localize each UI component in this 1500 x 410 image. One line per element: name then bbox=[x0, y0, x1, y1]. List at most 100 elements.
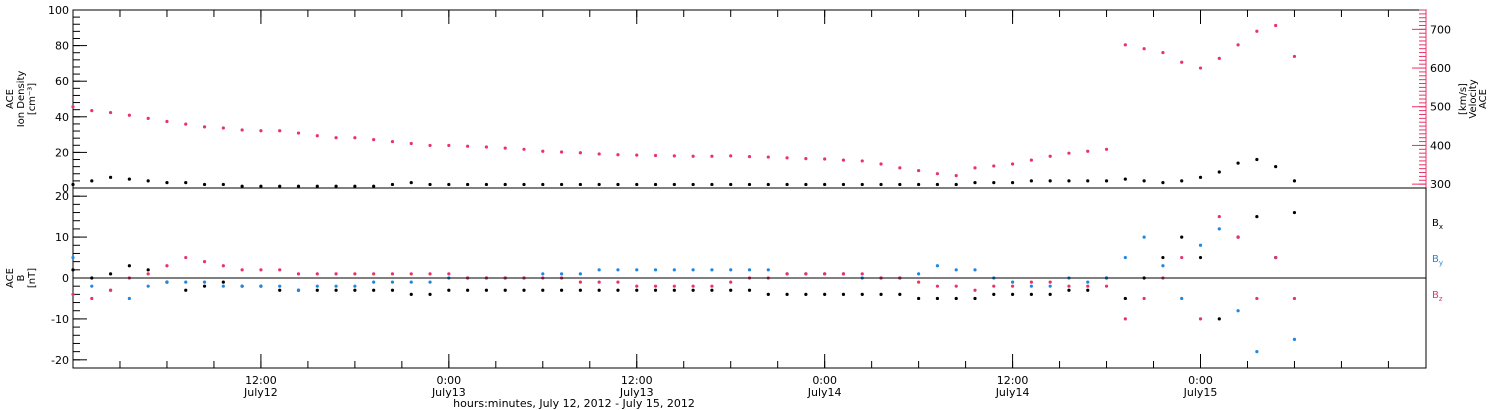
by-point bbox=[353, 284, 357, 288]
density-point bbox=[954, 182, 958, 187]
velocity-point bbox=[559, 150, 564, 154]
density-point bbox=[202, 182, 207, 187]
bz-point bbox=[710, 284, 714, 288]
by-point bbox=[127, 296, 131, 301]
density-point bbox=[334, 184, 338, 188]
bz-point bbox=[823, 272, 827, 276]
density-point bbox=[541, 182, 545, 187]
density-point bbox=[1123, 177, 1127, 181]
bz-point bbox=[917, 280, 921, 284]
by-point bbox=[428, 280, 432, 284]
velocity-point bbox=[1048, 154, 1052, 158]
by-point bbox=[221, 284, 225, 288]
density-point bbox=[1104, 179, 1109, 183]
by-point bbox=[240, 284, 244, 288]
bz-point bbox=[785, 272, 789, 276]
bz-point bbox=[860, 272, 864, 276]
field-axis-title-line1: ACE bbox=[5, 268, 16, 288]
by-point bbox=[1142, 235, 1146, 239]
velocity-point bbox=[1029, 158, 1033, 162]
bz-point bbox=[1142, 296, 1146, 301]
bz-point bbox=[1180, 255, 1184, 260]
velocity-point bbox=[165, 119, 169, 124]
bz-point bbox=[1086, 284, 1090, 288]
bz-point bbox=[409, 272, 413, 276]
density-point bbox=[1048, 179, 1052, 183]
velocity-point bbox=[334, 136, 338, 140]
by-point bbox=[766, 268, 770, 272]
density-point bbox=[428, 182, 432, 187]
bottom-panel-points bbox=[71, 210, 1297, 354]
bz-point bbox=[390, 272, 395, 276]
bz-point bbox=[90, 296, 94, 301]
velocity-point bbox=[1142, 47, 1146, 51]
bx-point bbox=[635, 288, 639, 292]
density-point bbox=[1217, 170, 1221, 174]
velocity-point bbox=[1236, 43, 1240, 47]
velocity-point bbox=[879, 162, 883, 166]
density-point bbox=[898, 182, 902, 187]
by-point bbox=[1161, 264, 1165, 268]
by-point bbox=[184, 280, 188, 284]
by-point bbox=[635, 268, 639, 272]
bx-point bbox=[541, 288, 545, 292]
by-point bbox=[597, 268, 601, 272]
density-point bbox=[466, 182, 470, 187]
bz-point bbox=[428, 272, 432, 276]
bx-point bbox=[1198, 255, 1203, 260]
velocity-point bbox=[90, 109, 94, 113]
field-tick-label: -20 bbox=[51, 354, 69, 367]
density-axis-title-line3: [cm⁻³] bbox=[27, 83, 38, 115]
velocity-point bbox=[1086, 149, 1090, 153]
time-axis-title: hours:minutes, July 12, 2012 - July 15, … bbox=[453, 397, 695, 410]
velocity-point bbox=[992, 164, 996, 168]
bz-point bbox=[296, 272, 301, 276]
density-tick-label: 20 bbox=[55, 146, 69, 159]
bz-point bbox=[616, 280, 620, 284]
bz-point bbox=[71, 292, 75, 296]
density-point bbox=[1029, 179, 1033, 183]
legend-label-main: B bbox=[1432, 218, 1439, 229]
density-point bbox=[1161, 181, 1165, 185]
velocity-point bbox=[1010, 162, 1015, 166]
bz-point bbox=[841, 272, 846, 276]
density-point bbox=[879, 182, 883, 187]
bz-point bbox=[804, 272, 808, 276]
bx-point bbox=[522, 288, 526, 292]
density-point bbox=[447, 182, 451, 187]
bx-point bbox=[1123, 296, 1127, 301]
bx-point bbox=[597, 288, 601, 292]
bx-point bbox=[409, 292, 413, 296]
legend-bx: Bx bbox=[1432, 218, 1443, 231]
velocity-point bbox=[522, 147, 526, 151]
bz-point bbox=[165, 264, 169, 268]
time-tick-label: 0:00 bbox=[812, 374, 837, 387]
bx-point bbox=[202, 284, 207, 288]
velocity-point bbox=[315, 134, 319, 138]
by-point bbox=[296, 288, 301, 292]
legend-bz: Bz bbox=[1432, 290, 1443, 303]
bx-point bbox=[1217, 317, 1221, 321]
density-point bbox=[522, 182, 526, 187]
by-point bbox=[1048, 284, 1052, 288]
bz-point bbox=[653, 284, 658, 288]
density-point bbox=[860, 182, 864, 187]
velocity-point bbox=[1067, 151, 1071, 155]
bx-point bbox=[71, 268, 75, 272]
bx-point bbox=[428, 292, 432, 296]
bx-point bbox=[484, 288, 489, 292]
velocity-point bbox=[372, 138, 376, 142]
by-point bbox=[1010, 280, 1015, 284]
bx-point bbox=[973, 296, 977, 301]
density-axis-title-line1: ACE bbox=[5, 89, 16, 109]
field-axis-title-line2: B bbox=[16, 274, 27, 281]
velocity-point bbox=[127, 113, 131, 117]
velocity-point bbox=[973, 166, 977, 170]
density-point bbox=[90, 179, 94, 183]
bx-point bbox=[1048, 292, 1052, 296]
velocity-point bbox=[1161, 50, 1165, 55]
bz-point bbox=[1104, 284, 1109, 288]
time-tick-label: 12:00 bbox=[245, 374, 277, 387]
density-point bbox=[165, 181, 169, 185]
